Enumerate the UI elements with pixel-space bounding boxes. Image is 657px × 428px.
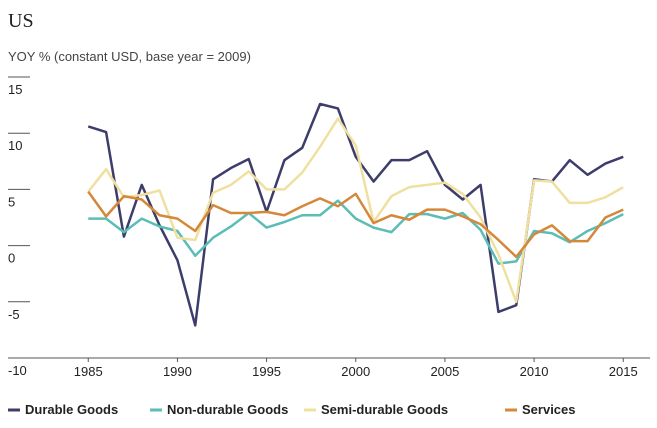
chart-subtitle: YOY % (constant USD, base year = 2009) xyxy=(8,49,251,64)
legend-label: Services xyxy=(522,402,576,417)
x-tick-label: 2000 xyxy=(341,364,370,379)
y-tick-label: -5 xyxy=(8,307,20,322)
legend-label: Durable Goods xyxy=(25,402,118,417)
legend-label: Non-durable Goods xyxy=(167,402,288,417)
line xyxy=(87,190,624,259)
y-tick-label: -10 xyxy=(8,363,27,378)
legend-label: Semi-durable Goods xyxy=(321,402,448,417)
y-tick-label: 15 xyxy=(8,82,22,97)
x-tick-label: 2005 xyxy=(430,364,459,379)
line xyxy=(87,117,624,304)
x-tick-label: 1985 xyxy=(74,364,103,379)
y-tick-label: 10 xyxy=(8,138,22,153)
y-tick-label: 5 xyxy=(8,194,15,209)
x-tick-label: 2010 xyxy=(520,364,549,379)
x-tick-label: 1995 xyxy=(252,364,281,379)
x-tick-label: 1990 xyxy=(163,364,192,379)
y-tick-label: 0 xyxy=(8,251,15,266)
x-tick-label: 2015 xyxy=(609,364,638,379)
line xyxy=(88,199,624,265)
chart-title: US xyxy=(8,10,34,32)
